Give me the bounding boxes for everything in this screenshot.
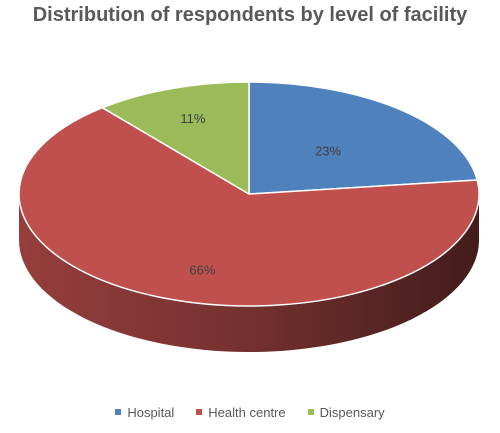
legend-swatch-dispensary [307,409,314,415]
legend-item-health-centre: Health centre [196,404,286,420]
data-label-hospital: 23% [315,143,341,158]
pie-slice-health-centre [18,106,480,307]
pie-slice-hospital [248,81,478,195]
data-label-health-centre: 66% [189,262,215,277]
legend-item-hospital: Hospital [115,405,174,420]
legend-swatch-hospital [115,409,122,415]
legend-label-hospital: Hospital [127,404,175,420]
pie-slice-dispensary [101,81,250,195]
legend-item-dispensary: Dispensary [307,404,385,420]
pie-side-health-centre [19,194,479,352]
chart-title: Distribution of respondents by level of … [32,4,468,26]
legend-label-health-centre: Health centre [208,404,286,420]
legend-swatch-health-centre [196,409,203,415]
legend-label-dispensary: Dispensary [319,404,385,420]
legend: Hospital Health centre Dispensary [0,402,500,422]
data-label-dispensary: 11% [180,111,205,126]
